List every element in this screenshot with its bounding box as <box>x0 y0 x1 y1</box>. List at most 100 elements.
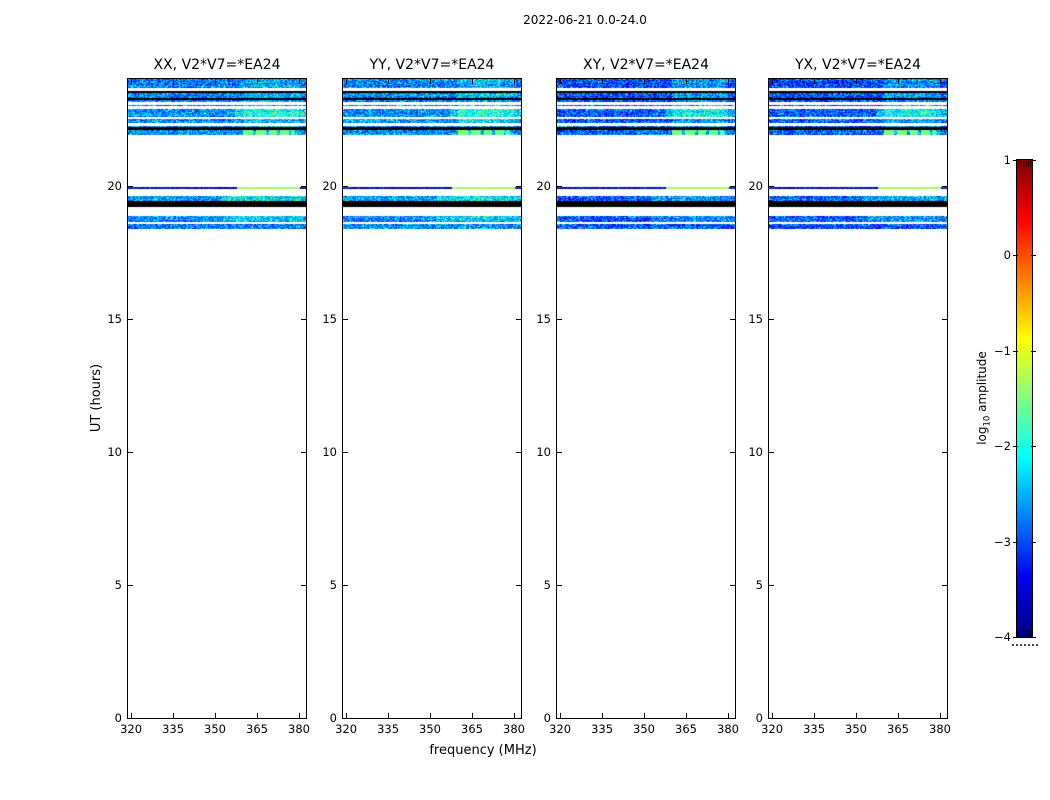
spectrogram-canvas-yx <box>769 79 947 718</box>
x-tick-top <box>173 79 174 84</box>
colorbar-tick-right <box>1031 637 1036 638</box>
x-tick-bottom <box>388 713 389 718</box>
x-tick-bottom <box>257 713 258 718</box>
colorbar-hatch-top <box>1023 161 1025 167</box>
y-tick-right <box>942 186 947 187</box>
x-tick-label: 320 <box>549 722 572 736</box>
x-tick-top <box>430 79 431 84</box>
y-tick-right <box>301 186 306 187</box>
x-tick-label: 320 <box>335 722 358 736</box>
x-tick-bottom <box>772 713 773 718</box>
x-tick-bottom <box>514 713 515 718</box>
x-tick-label: 380 <box>503 722 525 736</box>
x-tick-bottom <box>430 713 431 718</box>
colorbar-tick-left <box>1013 255 1018 256</box>
x-tick-top <box>686 79 687 84</box>
panel-box-yy <box>342 78 522 719</box>
colorbar-tick-right <box>1031 446 1036 447</box>
y-tick-label: 15 <box>107 311 122 326</box>
panel-box-xy <box>556 78 736 719</box>
y-tick-left <box>557 452 562 453</box>
panel-title-yy: YY, V2*V7=*EA24 <box>369 57 495 73</box>
y-tick-right <box>516 319 521 320</box>
panel-box-yx <box>768 78 948 719</box>
colorbar-tick-left <box>1013 542 1018 543</box>
x-tick-label: 320 <box>120 722 143 736</box>
x-tick-bottom <box>602 713 603 718</box>
colorbar <box>1016 159 1033 638</box>
x-tick-top <box>299 79 300 84</box>
x-tick-top <box>388 79 389 84</box>
x-tick-label: 335 <box>377 722 400 736</box>
y-tick-left <box>557 186 562 187</box>
y-tick-left <box>343 319 348 320</box>
colorbar-tick-left <box>1013 446 1018 447</box>
colorbar-tick-right <box>1031 160 1036 161</box>
x-tick-bottom <box>940 713 941 718</box>
x-tick-top <box>472 79 473 84</box>
x-tick-bottom <box>131 713 132 718</box>
colorbar-hatch-top <box>1027 161 1029 167</box>
x-tick-top <box>131 79 132 84</box>
colorbar-tick-right <box>1031 542 1036 543</box>
colorbar-tick-label: 0 <box>1003 248 1011 262</box>
y-tick-left <box>128 186 133 187</box>
colorbar-tick-label: −2 <box>994 439 1011 453</box>
y-tick-label: 5 <box>543 577 551 592</box>
colorbar-hatch-bottom <box>1025 630 1027 636</box>
x-tick-bottom <box>560 713 561 718</box>
colorbar-axis-label: log10 amplitude <box>975 328 992 468</box>
x-tick-top <box>602 79 603 84</box>
spectrogram-canvas-yy <box>343 79 521 718</box>
y-tick-right <box>730 585 735 586</box>
x-tick-top <box>514 79 515 84</box>
colorbar-tick-right <box>1031 255 1036 256</box>
x-tick-bottom <box>215 713 216 718</box>
y-tick-left <box>343 452 348 453</box>
colorbar-tick-label: −4 <box>994 630 1011 644</box>
y-tick-label: 5 <box>755 577 763 592</box>
colorbar-hatch-bottom <box>1023 630 1025 636</box>
y-tick-left <box>769 452 774 453</box>
y-tick-left <box>343 186 348 187</box>
y-tick-left <box>128 319 133 320</box>
x-tick-top <box>940 79 941 84</box>
x-tick-top <box>560 79 561 84</box>
colorbar-hatch-top <box>1021 161 1023 167</box>
x-tick-label: 320 <box>761 722 784 736</box>
colorbar-hatch-bottom <box>1030 630 1031 636</box>
y-tick-label: 15 <box>322 311 337 326</box>
x-tick-top <box>257 79 258 84</box>
panel-box-xx <box>127 78 307 719</box>
colorbar-hatch-bottom <box>1027 630 1029 636</box>
x-tick-label: 335 <box>591 722 614 736</box>
panel-title-yx: YX, V2*V7=*EA24 <box>795 57 921 73</box>
x-tick-label: 335 <box>162 722 185 736</box>
colorbar-tick-right <box>1031 351 1036 352</box>
x-tick-label: 365 <box>246 722 268 736</box>
y-tick-label: 20 <box>322 178 337 193</box>
y-tick-left <box>128 452 133 453</box>
x-tick-top <box>814 79 815 84</box>
colorbar-tick-label: −3 <box>994 535 1011 549</box>
x-tick-bottom <box>728 713 729 718</box>
x-tick-label: 350 <box>633 722 655 736</box>
x-tick-top <box>215 79 216 84</box>
x-tick-label: 350 <box>419 722 441 736</box>
x-tick-bottom <box>173 713 174 718</box>
y-tick-right <box>730 452 735 453</box>
y-tick-label: 5 <box>114 577 122 592</box>
x-tick-top <box>856 79 857 84</box>
y-tick-label: 15 <box>536 311 551 326</box>
x-tick-top <box>346 79 347 84</box>
panel-title-xx: XX, V2*V7=*EA24 <box>153 57 281 73</box>
y-tick-label: 10 <box>107 444 122 459</box>
y-tick-right <box>301 319 306 320</box>
y-tick-left <box>557 319 562 320</box>
colorbar-hatch-top <box>1019 161 1020 167</box>
x-tick-bottom <box>686 713 687 718</box>
x-tick-top <box>644 79 645 84</box>
panel-title-xy: XY, V2*V7=*EA24 <box>583 57 709 73</box>
x-tick-bottom <box>898 713 899 718</box>
x-tick-bottom <box>814 713 815 718</box>
